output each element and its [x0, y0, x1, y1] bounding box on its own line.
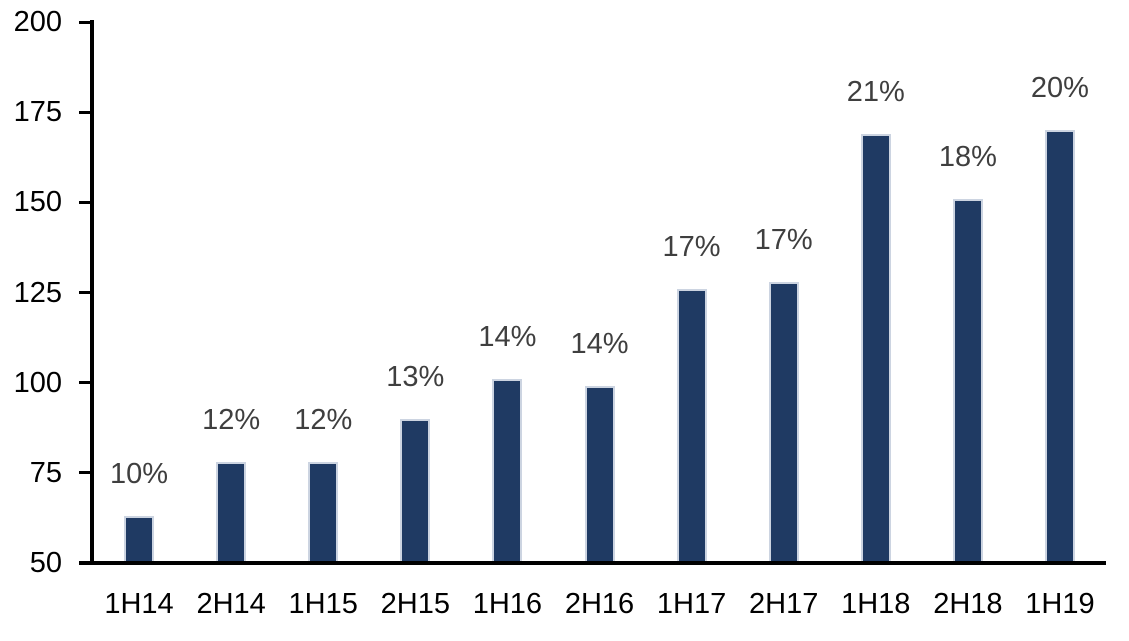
bar [1044, 130, 1075, 561]
y-axis-tick [79, 20, 93, 24]
y-axis-tick-label: 50 [29, 547, 62, 579]
bar-value-label: 14% [570, 328, 629, 361]
y-axis-tick-label: 125 [13, 276, 62, 309]
bar-value-label: 13% [386, 360, 445, 393]
bar-value-label: 17% [754, 223, 813, 256]
bar [216, 462, 247, 561]
bar-value-label: 10% [110, 458, 169, 491]
y-axis-tick [79, 110, 93, 114]
bar [308, 462, 339, 561]
x-axis-line [79, 561, 1106, 565]
bar-value-label: 20% [1030, 72, 1089, 105]
bar [400, 418, 431, 561]
y-axis-tick-label: 200 [13, 6, 62, 38]
bar [124, 516, 155, 561]
bar [768, 281, 799, 561]
y-axis-tick-label: 150 [13, 186, 62, 219]
bar-value-label: 18% [938, 140, 997, 173]
bar [676, 288, 707, 561]
y-axis-tick [79, 291, 93, 294]
y-axis-tick-label: 75 [29, 456, 62, 489]
bar-value-label: 21% [846, 75, 905, 108]
bar-value-label: 14% [478, 321, 537, 354]
y-axis-tick-label: 175 [13, 96, 62, 129]
y-axis-line [90, 20, 94, 565]
x-axis-label: 2H16 [564, 588, 635, 620]
bar [860, 133, 891, 561]
bar [584, 386, 615, 561]
x-axis-label: 1H14 [104, 588, 174, 620]
x-axis-label: 2H15 [380, 588, 450, 620]
y-axis-tick [79, 200, 93, 204]
bar-value-label: 12% [294, 404, 353, 436]
x-axis-label: 2H17 [749, 588, 819, 620]
y-axis-tick [79, 471, 93, 475]
y-axis-tick-label: 100 [13, 366, 62, 399]
x-axis-label: 1H16 [472, 588, 543, 620]
x-axis-label: 1H18 [841, 588, 911, 620]
x-axis-label: 2H14 [196, 588, 266, 620]
x-axis-label: 1H15 [288, 588, 358, 620]
bar [492, 379, 523, 561]
y-axis-tick [79, 381, 93, 385]
x-axis-label: 1H17 [656, 588, 727, 620]
bar-value-label: 12% [202, 404, 261, 436]
x-axis-label: 1H19 [1025, 588, 1095, 620]
bar-value-label: 17% [662, 230, 721, 263]
bar [952, 198, 983, 561]
x-axis-label: 2H18 [933, 588, 1003, 620]
